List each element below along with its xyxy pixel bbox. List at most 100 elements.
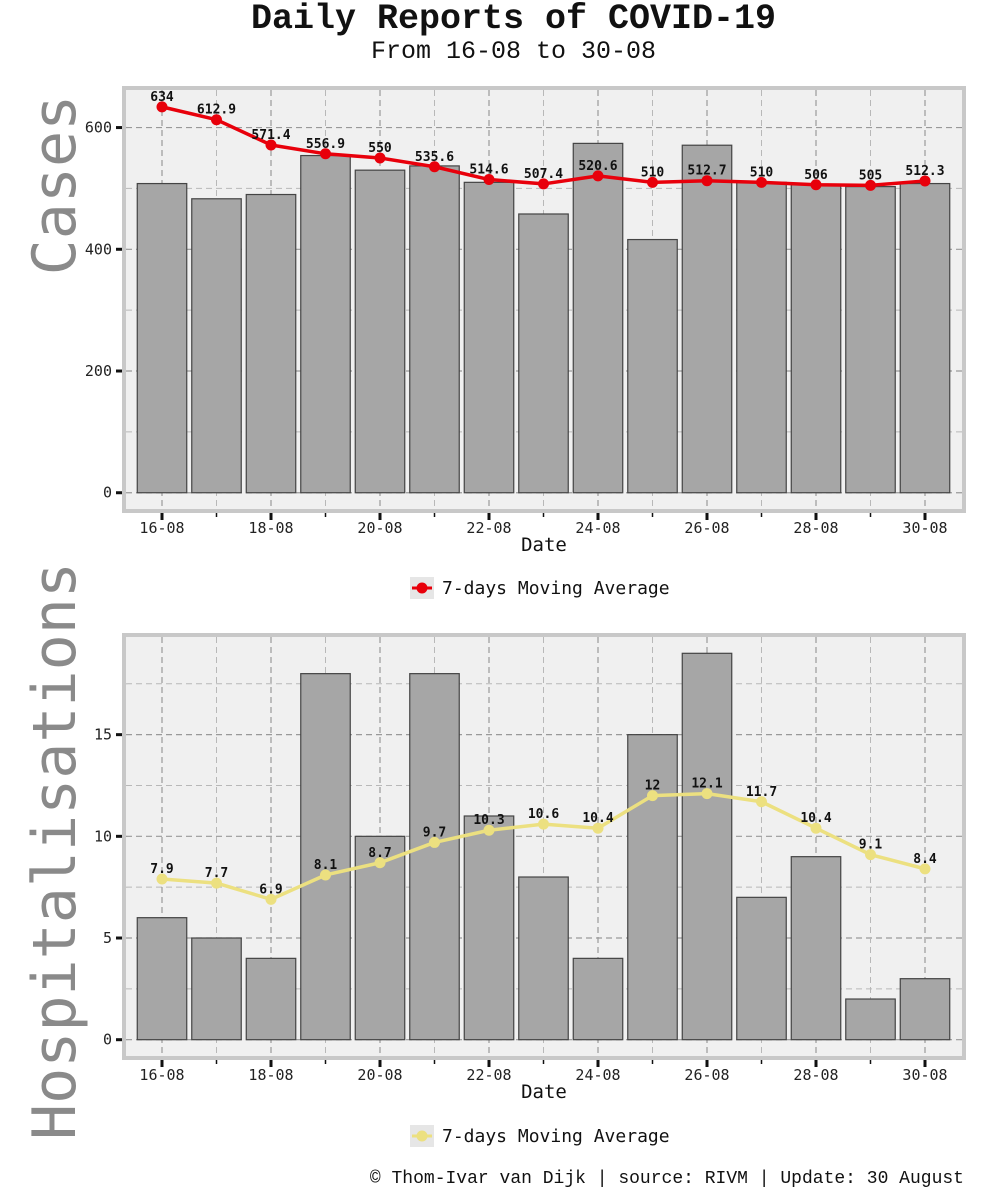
moving-average-point bbox=[538, 178, 549, 190]
data-label: 512.7 bbox=[687, 164, 726, 179]
moving-average-point bbox=[810, 179, 822, 191]
data-label: 6.9 bbox=[259, 882, 282, 897]
bar bbox=[463, 181, 515, 494]
moving-average-point bbox=[483, 174, 495, 186]
bar bbox=[627, 734, 678, 1041]
moving-average-point bbox=[756, 176, 767, 188]
data-label: 8.4 bbox=[913, 852, 937, 867]
bar bbox=[354, 169, 406, 494]
bar bbox=[354, 835, 406, 1041]
moving-average-point bbox=[701, 175, 713, 187]
x-tick-label: 30-08 bbox=[902, 1066, 947, 1084]
data-label: 12.1 bbox=[691, 777, 722, 792]
bar bbox=[245, 957, 297, 1041]
moving-average-point bbox=[429, 836, 440, 848]
x-tick-label: 20-08 bbox=[357, 519, 402, 537]
data-label: 512.3 bbox=[905, 164, 944, 179]
y-tick-label: 15 bbox=[94, 726, 112, 744]
y-tick-label: 600 bbox=[85, 119, 112, 137]
moving-average-point bbox=[701, 788, 713, 800]
legend-key-marker bbox=[416, 582, 428, 594]
bar bbox=[845, 998, 896, 1041]
data-label: 550 bbox=[368, 141, 392, 156]
bar bbox=[463, 815, 515, 1041]
legend-key-marker bbox=[416, 1130, 428, 1142]
data-label: 10.4 bbox=[800, 811, 831, 826]
bar bbox=[627, 238, 678, 494]
bar bbox=[736, 181, 787, 494]
y-axis-title: Cases bbox=[20, 95, 90, 276]
moving-average-point bbox=[211, 877, 222, 889]
moving-average-point bbox=[647, 790, 658, 802]
data-label: 535.6 bbox=[415, 150, 454, 165]
x-tick-label: 24-08 bbox=[575, 519, 620, 537]
y-tick-label: 5 bbox=[103, 929, 112, 947]
x-tick-label: 30-08 bbox=[902, 519, 947, 537]
data-label: 7.7 bbox=[205, 866, 228, 881]
moving-average-point bbox=[647, 176, 658, 188]
moving-average-point bbox=[865, 179, 876, 191]
bar bbox=[518, 876, 569, 1041]
moving-average-point bbox=[483, 824, 495, 836]
data-label: 612.9 bbox=[197, 103, 236, 118]
data-label: 10.6 bbox=[528, 807, 559, 822]
bar bbox=[409, 165, 460, 494]
data-label: 12 bbox=[645, 779, 661, 794]
data-label: 507.4 bbox=[524, 167, 563, 182]
data-label: 514.6 bbox=[469, 163, 508, 178]
chart-subtitle: From 16-08 to 30-08 bbox=[370, 37, 657, 66]
x-tick-label: 26-08 bbox=[684, 519, 729, 537]
data-label: 8.1 bbox=[314, 858, 338, 873]
x-axis-title: Date bbox=[521, 534, 567, 556]
data-label: 506 bbox=[804, 168, 828, 183]
data-label: 634 bbox=[150, 90, 174, 105]
moving-average-point bbox=[538, 818, 549, 830]
y-tick-label: 400 bbox=[85, 240, 112, 258]
bar bbox=[899, 182, 951, 494]
moving-average-point bbox=[374, 857, 386, 869]
data-label: 505 bbox=[859, 168, 882, 183]
data-label: 7.9 bbox=[150, 862, 173, 877]
bar bbox=[790, 856, 842, 1041]
bar bbox=[409, 673, 460, 1041]
moving-average-point bbox=[211, 114, 222, 126]
x-tick-label: 28-08 bbox=[793, 1066, 838, 1084]
y-tick-label: 0 bbox=[103, 1031, 112, 1049]
bar bbox=[245, 193, 297, 494]
y-tick-label: 10 bbox=[94, 827, 112, 845]
legend-label: 7-days Moving Average bbox=[442, 1126, 670, 1147]
bar bbox=[845, 185, 896, 494]
x-tick-label: 22-08 bbox=[466, 1066, 511, 1084]
data-label: 571.4 bbox=[251, 128, 290, 143]
moving-average-point bbox=[810, 822, 822, 834]
data-label: 8.7 bbox=[368, 846, 391, 861]
moving-average-point bbox=[156, 101, 168, 113]
bar bbox=[136, 917, 188, 1041]
bar bbox=[572, 142, 624, 494]
bar bbox=[300, 154, 351, 494]
moving-average-point bbox=[756, 796, 767, 808]
data-label: 10.4 bbox=[582, 811, 613, 826]
bar bbox=[191, 937, 242, 1041]
data-label: 556.9 bbox=[306, 137, 345, 152]
moving-average-point bbox=[320, 148, 331, 160]
data-label: 10.3 bbox=[473, 813, 504, 828]
data-label: 510 bbox=[750, 165, 774, 180]
x-tick-label: 24-08 bbox=[575, 1066, 620, 1084]
bar bbox=[681, 144, 733, 494]
x-tick-label: 18-08 bbox=[248, 1066, 293, 1084]
x-tick-label: 22-08 bbox=[466, 519, 511, 537]
moving-average-point bbox=[592, 170, 604, 182]
chart-title: Daily Reports of COVID-19 bbox=[250, 0, 777, 39]
legend-label: 7-days Moving Average bbox=[442, 578, 670, 599]
moving-average-point bbox=[265, 893, 277, 905]
bar bbox=[191, 198, 242, 494]
x-tick-label: 20-08 bbox=[357, 1066, 402, 1084]
bar bbox=[572, 957, 624, 1041]
data-label: 510 bbox=[641, 165, 665, 180]
moving-average-point bbox=[265, 139, 277, 151]
x-tick-label: 16-08 bbox=[139, 519, 184, 537]
moving-average-point bbox=[919, 175, 931, 187]
moving-average-point bbox=[156, 873, 168, 885]
